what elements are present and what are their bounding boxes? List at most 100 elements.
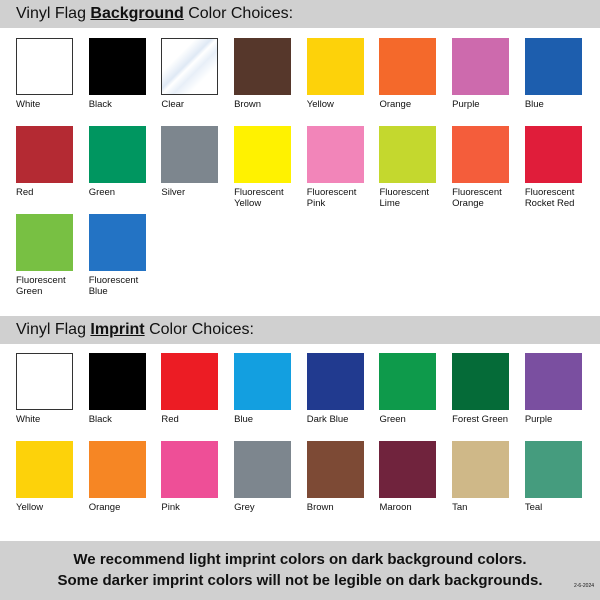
swatch-label: Grey bbox=[234, 502, 255, 513]
footer-note: We recommend light imprint colors on dar… bbox=[0, 541, 600, 600]
color-swatch-item: Red bbox=[161, 353, 234, 437]
color-swatch-item: Yellow bbox=[306, 38, 380, 122]
swatch-label: Fluorescent Pink bbox=[306, 187, 357, 209]
color-swatch-item: Grey bbox=[234, 441, 307, 525]
color-swatch bbox=[234, 38, 292, 95]
swatch-label: Forest Green bbox=[452, 414, 509, 425]
swatch-label: Blue bbox=[234, 414, 254, 425]
swatch-label: Fluorescent Lime bbox=[379, 187, 430, 209]
color-swatch bbox=[88, 353, 146, 410]
swatch-label: Yellow bbox=[306, 99, 334, 110]
color-swatch bbox=[452, 38, 510, 95]
color-swatch bbox=[16, 353, 73, 410]
swatch-label: Silver bbox=[161, 187, 186, 198]
color-swatch-item: White bbox=[16, 38, 89, 122]
swatch-label: Orange bbox=[379, 99, 412, 110]
color-swatch-item: Teal bbox=[524, 441, 598, 525]
color-swatch bbox=[524, 441, 582, 498]
color-swatch-item: Fluorescent Green bbox=[16, 214, 89, 298]
swatch-label: Tan bbox=[452, 502, 468, 513]
color-swatch-item: Yellow bbox=[16, 441, 89, 525]
color-swatch bbox=[16, 38, 73, 95]
color-swatch-item: Maroon bbox=[379, 441, 452, 525]
swatch-label: Black bbox=[88, 414, 112, 425]
color-swatch-item: Black bbox=[88, 353, 162, 437]
swatch-label: Purple bbox=[452, 99, 480, 110]
color-swatch bbox=[524, 353, 582, 410]
color-swatch-item: Blue bbox=[234, 353, 307, 437]
color-swatch-item: Orange bbox=[379, 38, 452, 122]
swatch-label: White bbox=[16, 414, 41, 425]
color-swatch bbox=[16, 214, 73, 271]
color-swatch bbox=[306, 353, 364, 410]
color-swatch bbox=[161, 353, 219, 410]
swatch-label: Black bbox=[88, 99, 112, 110]
color-swatch-item: White bbox=[16, 353, 89, 437]
color-swatch bbox=[452, 126, 510, 183]
swatch-label: Clear bbox=[161, 99, 185, 110]
swatch-label: Pink bbox=[161, 502, 180, 513]
background-swatch-grid: White Black Clear Brown Yellow Orange Purple Bl… bbox=[16, 38, 600, 298]
color-swatch-item: Red bbox=[16, 126, 89, 210]
color-swatch-item: Blue bbox=[524, 38, 598, 122]
color-swatch bbox=[234, 353, 292, 410]
color-swatch bbox=[161, 126, 219, 183]
footer-line-1: We recommend light imprint colors on dar… bbox=[73, 551, 527, 568]
swatch-label: Fluorescent Green bbox=[16, 275, 66, 297]
color-swatch bbox=[379, 441, 437, 498]
color-swatch-item: Fluorescent Orange bbox=[452, 126, 525, 210]
color-swatch bbox=[234, 441, 292, 498]
color-swatch bbox=[88, 38, 146, 95]
title-text: Vinyl Flag bbox=[16, 5, 91, 22]
swatch-label: Red bbox=[16, 187, 34, 198]
color-swatch-item: Purple bbox=[524, 353, 598, 437]
color-swatch-item: Dark Blue bbox=[306, 353, 380, 437]
color-swatch-item: Fluorescent Pink bbox=[306, 126, 380, 210]
title-bold: Background bbox=[90, 5, 184, 22]
swatch-label: Brown bbox=[306, 502, 334, 513]
date-stamp: 2-6-2024 bbox=[573, 583, 594, 589]
color-swatch-item: Fluorescent Yellow bbox=[234, 126, 307, 210]
swatch-label: White bbox=[16, 99, 41, 110]
color-swatch-item: Clear bbox=[161, 38, 234, 122]
swatch-label: Dark Blue bbox=[306, 414, 349, 425]
color-swatch bbox=[379, 38, 437, 95]
color-swatch bbox=[379, 126, 437, 183]
swatch-label: Teal bbox=[524, 502, 543, 513]
color-swatch bbox=[524, 126, 582, 183]
color-swatch bbox=[161, 38, 219, 95]
color-swatch-item: Fluorescent Rocket Red bbox=[524, 126, 598, 210]
color-swatch-item: Black bbox=[88, 38, 162, 122]
swatch-label: Fluorescent Rocket Red bbox=[524, 187, 575, 209]
color-swatch-item: Fluorescent Lime bbox=[379, 126, 452, 210]
color-swatch-item: Green bbox=[88, 126, 162, 210]
background-section-header: Vinyl Flag Background Color Choices: bbox=[0, 0, 600, 28]
color-swatch-item: Tan bbox=[452, 441, 525, 525]
color-swatch bbox=[88, 126, 146, 183]
swatch-label: Blue bbox=[524, 99, 544, 110]
color-swatch bbox=[524, 38, 582, 95]
swatch-label: Green bbox=[379, 414, 406, 425]
swatch-label: Fluorescent Orange bbox=[452, 187, 502, 209]
title-bold: Imprint bbox=[90, 321, 145, 338]
color-swatch-item: Silver bbox=[161, 126, 234, 210]
swatch-label: Purple bbox=[524, 414, 553, 425]
color-swatch bbox=[306, 441, 364, 498]
color-swatch-item: Brown bbox=[234, 38, 307, 122]
color-swatch-item: Fluorescent Blue bbox=[88, 214, 162, 298]
color-swatch bbox=[379, 353, 437, 410]
swatch-label: Fluorescent Yellow bbox=[234, 187, 284, 209]
color-swatch bbox=[452, 353, 510, 410]
color-swatch-item: Purple bbox=[452, 38, 525, 122]
color-swatch-item: Green bbox=[379, 353, 452, 437]
color-swatch bbox=[16, 441, 73, 498]
color-swatch-item: Pink bbox=[161, 441, 234, 525]
imprint-section-header: Vinyl Flag Imprint Color Choices: bbox=[0, 316, 600, 344]
color-swatch-item: Orange bbox=[88, 441, 162, 525]
color-swatch bbox=[306, 126, 364, 183]
color-swatch bbox=[88, 441, 146, 498]
color-swatch-item: Brown bbox=[306, 441, 380, 525]
title-text: Vinyl Flag bbox=[16, 321, 91, 338]
title-text: Color Choices: bbox=[183, 5, 294, 22]
title-text: Color Choices: bbox=[144, 321, 254, 338]
